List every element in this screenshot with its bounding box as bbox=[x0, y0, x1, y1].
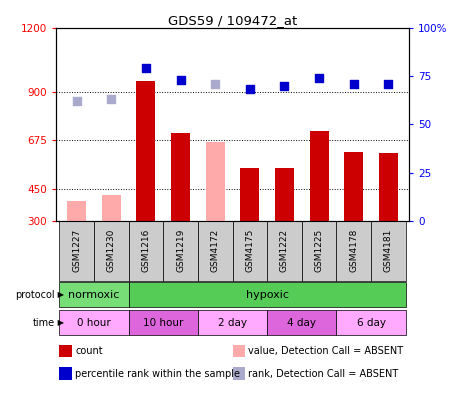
Bar bbox=[267, 221, 302, 281]
Bar bbox=[59, 282, 128, 307]
Text: GSM1216: GSM1216 bbox=[141, 229, 150, 272]
Text: protocol: protocol bbox=[15, 290, 55, 300]
Text: percentile rank within the sample: percentile rank within the sample bbox=[75, 369, 240, 379]
Text: GSM4181: GSM4181 bbox=[384, 229, 393, 272]
Text: rank, Detection Call = ABSENT: rank, Detection Call = ABSENT bbox=[248, 369, 399, 379]
Bar bbox=[94, 221, 128, 281]
Bar bbox=[337, 221, 371, 281]
Bar bbox=[371, 221, 406, 281]
Text: ▶: ▶ bbox=[55, 290, 64, 299]
Bar bbox=[232, 367, 245, 380]
Bar bbox=[302, 221, 337, 281]
Bar bbox=[310, 131, 329, 221]
Bar bbox=[163, 221, 198, 281]
Text: 6 day: 6 day bbox=[357, 318, 385, 327]
Text: GSM1227: GSM1227 bbox=[72, 229, 81, 272]
Bar bbox=[102, 195, 121, 221]
Point bbox=[385, 80, 392, 87]
Bar bbox=[60, 367, 72, 380]
Text: GSM1219: GSM1219 bbox=[176, 229, 185, 272]
Bar bbox=[128, 221, 163, 281]
Text: time: time bbox=[33, 318, 55, 327]
Text: 0 hour: 0 hour bbox=[77, 318, 111, 327]
Bar bbox=[206, 143, 225, 221]
Bar bbox=[128, 310, 198, 335]
Point bbox=[246, 86, 253, 93]
Text: normoxic: normoxic bbox=[68, 290, 120, 300]
Point bbox=[142, 65, 150, 71]
Bar bbox=[267, 310, 337, 335]
Point bbox=[107, 96, 115, 102]
Point bbox=[177, 77, 184, 83]
Bar bbox=[232, 221, 267, 281]
Text: GSM1222: GSM1222 bbox=[280, 229, 289, 272]
Bar bbox=[232, 345, 245, 357]
Text: GSM1225: GSM1225 bbox=[315, 229, 324, 272]
Text: GSM4172: GSM4172 bbox=[211, 229, 219, 272]
Text: GSM4175: GSM4175 bbox=[246, 229, 254, 272]
Bar bbox=[59, 221, 94, 281]
Bar bbox=[337, 310, 406, 335]
Text: GSM1230: GSM1230 bbox=[107, 229, 116, 272]
Bar bbox=[198, 310, 267, 335]
Text: ▶: ▶ bbox=[55, 318, 64, 327]
Bar bbox=[171, 133, 190, 221]
Bar bbox=[275, 168, 294, 221]
Text: value, Detection Call = ABSENT: value, Detection Call = ABSENT bbox=[248, 346, 404, 356]
Text: 2 day: 2 day bbox=[218, 318, 247, 327]
Point bbox=[281, 82, 288, 89]
Bar bbox=[198, 221, 232, 281]
Bar bbox=[60, 345, 72, 357]
Point bbox=[315, 75, 323, 81]
Bar bbox=[59, 310, 128, 335]
Bar bbox=[128, 282, 406, 307]
Text: hypoxic: hypoxic bbox=[246, 290, 289, 300]
Bar bbox=[67, 202, 86, 221]
Title: GDS59 / 109472_at: GDS59 / 109472_at bbox=[168, 13, 297, 27]
Bar bbox=[136, 81, 155, 221]
Text: count: count bbox=[75, 346, 103, 356]
Point bbox=[350, 80, 358, 87]
Bar bbox=[379, 153, 398, 221]
Bar bbox=[344, 152, 363, 221]
Bar bbox=[240, 168, 259, 221]
Text: 10 hour: 10 hour bbox=[143, 318, 183, 327]
Point bbox=[212, 80, 219, 87]
Text: GSM4178: GSM4178 bbox=[349, 229, 358, 272]
Text: 4 day: 4 day bbox=[287, 318, 316, 327]
Point bbox=[73, 98, 80, 104]
